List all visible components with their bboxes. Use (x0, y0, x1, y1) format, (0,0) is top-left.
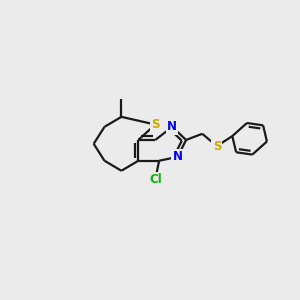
Text: N: N (172, 150, 183, 164)
Text: S: S (213, 140, 221, 153)
Text: S: S (151, 118, 160, 131)
Text: N: N (167, 120, 177, 134)
Text: Cl: Cl (149, 173, 162, 186)
